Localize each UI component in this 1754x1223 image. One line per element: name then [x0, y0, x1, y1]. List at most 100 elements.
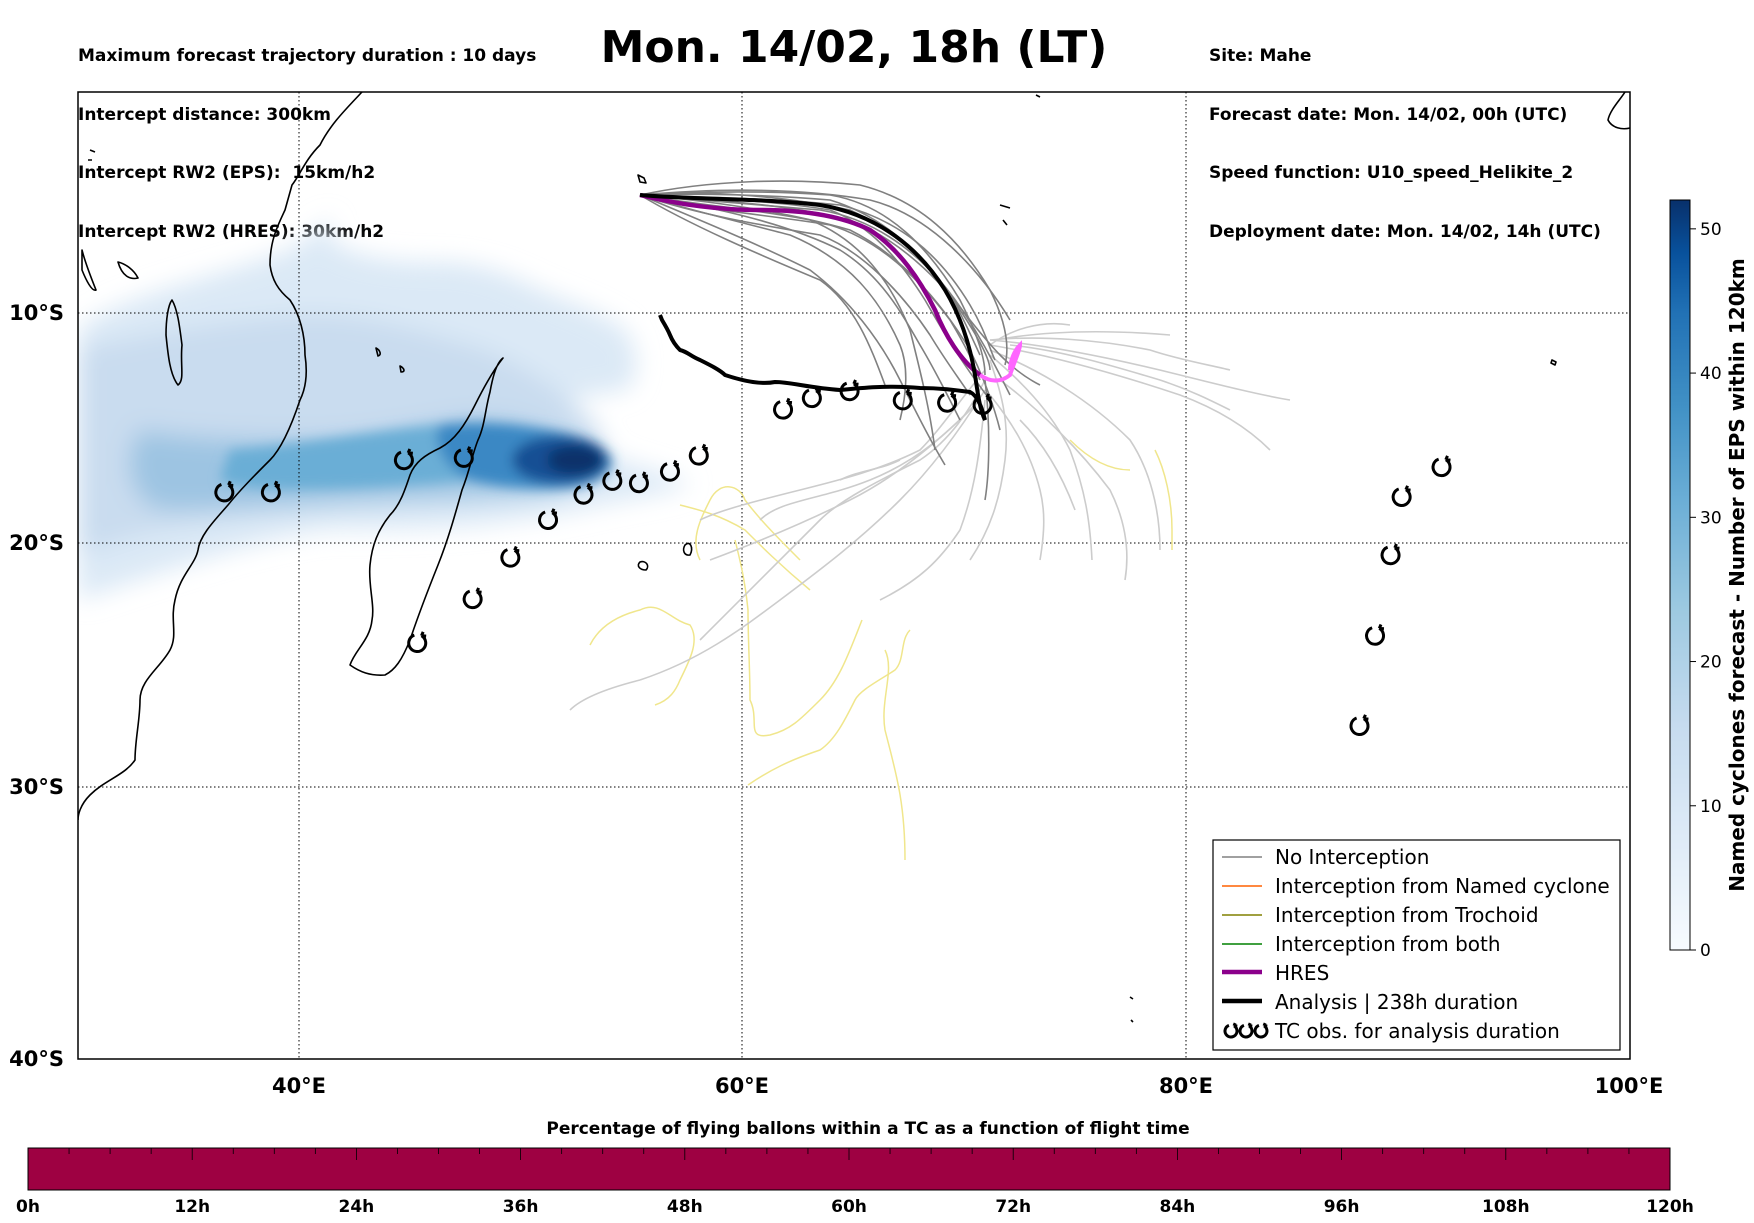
tc-observation-markers — [214, 379, 1452, 736]
tc-obs-marker — [260, 480, 281, 503]
tc-obs-marker — [1223, 1022, 1239, 1039]
lat-tick-label: 30°S — [9, 775, 64, 799]
colorbar-tick-label: 30 — [1700, 508, 1722, 528]
legend-label: Interception from Trochoid — [1275, 903, 1539, 927]
flight-time-tick-label: 120h — [1646, 1197, 1694, 1217]
tc-obs-marker — [937, 390, 958, 413]
tc-obs-marker — [1253, 1022, 1269, 1039]
site-parameters: Site: Mahe Forecast date: Mon. 14/02, 00… — [1209, 8, 1601, 262]
cyclone-density-field — [78, 215, 690, 600]
analysis-track — [639, 193, 987, 421]
seychelles — [637, 174, 647, 184]
tc-obs-marker — [1349, 714, 1370, 736]
legend-label: Interception from both — [1275, 932, 1501, 956]
tc-obs-marker — [972, 393, 993, 415]
flight-time-tick-label: 108h — [1482, 1197, 1530, 1217]
flight-time-bar: Percentage of flying ballons within a TC… — [16, 1119, 1694, 1217]
ensemble-trajectories — [639, 180, 1041, 501]
colorbar-tick-label: 20 — [1700, 653, 1722, 673]
flight-time-tick-label: 84h — [1160, 1197, 1196, 1217]
christmas-island — [1550, 359, 1557, 366]
colorbar-tick-label: 10 — [1700, 797, 1722, 817]
lat-tick-label: 20°S — [9, 531, 64, 555]
colorbar-tick-label: 40 — [1700, 364, 1722, 384]
density-colorbar: 0 10 20 30 40 50 Named cyclones forecast - Nu… — [1669, 199, 1749, 961]
tc-obs-marker — [1391, 485, 1412, 507]
legend-label: Analysis | 238h duration — [1275, 990, 1518, 1014]
tc-obs-marker — [628, 471, 649, 494]
comoros — [375, 347, 405, 373]
colorbar-tick-label: 0 — [1700, 941, 1711, 961]
map-title: Mon. 14/02, 18h (LT) — [600, 22, 1108, 73]
tc-obs-marker — [407, 631, 428, 654]
flight-time-tick-label: 36h — [503, 1197, 539, 1217]
legend: No Interception Interception from Named … — [1212, 839, 1621, 1051]
forecast-parameters: Maximum forecast trajectory duration : 1… — [78, 8, 536, 262]
tc-obs-marker — [453, 446, 474, 468]
trochoid-tracks — [589, 439, 1173, 861]
hres-track — [639, 192, 982, 377]
info-line: Site: Mahe — [1209, 46, 1312, 66]
tc-obs-marker — [773, 397, 794, 420]
tc-obs-marker — [602, 469, 623, 491]
tc-obs-marker — [214, 480, 235, 503]
legend-label: Interception from Named cyclone — [1275, 874, 1610, 898]
info-line: Speed function: U10_speed_Helikite_2 — [1209, 163, 1574, 183]
legend-tc-symbols — [1223, 1022, 1269, 1039]
reunion — [637, 560, 649, 571]
info-line: Forecast date: Mon. 14/02, 00h (UTC) — [1209, 104, 1568, 125]
map-content — [78, 92, 1630, 1059]
flight-time-tick-label: 24h — [339, 1197, 375, 1217]
mascarene-isles — [999, 94, 1041, 226]
flight-time-tick-label: 60h — [831, 1197, 867, 1217]
lon-tick-label: 80°E — [1159, 1074, 1213, 1098]
lake-victoria — [117, 261, 139, 280]
flight-time-tick-label: 12h — [174, 1197, 210, 1217]
tc-obs-marker — [892, 388, 913, 411]
info-line: Intercept RW2 (EPS): 15km/h2 — [78, 163, 376, 183]
late-trajectories — [569, 322, 1291, 711]
flight-time-tick-label: 96h — [1324, 1197, 1360, 1217]
tc-obs-marker — [462, 587, 483, 610]
map-frame — [77, 91, 1631, 1060]
tc-obs-marker — [393, 448, 414, 471]
lat-tick-label: 10°S — [9, 301, 64, 325]
tc-obs-marker — [688, 443, 709, 466]
lat-tick-label: 40°S — [9, 1047, 64, 1071]
colorbar-ticks: 0 10 20 30 40 50 — [1690, 220, 1722, 961]
flight-time-bar-title: Percentage of flying ballons within a TC… — [546, 1119, 1189, 1139]
tc-obs-marker — [1431, 455, 1452, 478]
flight-time-tick-label: 72h — [995, 1197, 1031, 1217]
tc-obs-marker — [538, 508, 558, 530]
somali-coast-islands — [88, 149, 96, 161]
colorbar-gradient — [1669, 199, 1691, 951]
flight-time-tick-label: 0h — [16, 1197, 40, 1217]
colorbar-label: Named cyclones forecast - Number of EPS … — [1725, 258, 1749, 892]
tc-obs-marker — [1380, 543, 1401, 566]
axis-labels: 40°E 60°E 80°E 100°E 10°S 20°S 30°S 40°S — [9, 301, 1663, 1098]
tc-obs-marker — [660, 459, 680, 482]
lon-tick-label: 60°E — [715, 1074, 769, 1098]
tc-obs-marker — [801, 386, 822, 409]
lon-tick-label: 100°E — [1595, 1074, 1664, 1098]
lake-malawi — [165, 299, 183, 386]
colorbar-tick-label: 50 — [1700, 220, 1722, 240]
tc-obs-marker — [1365, 623, 1385, 646]
hres-track-late — [978, 340, 1023, 383]
cyclone-density-core — [220, 422, 612, 490]
flight-time-tick-label: 48h — [667, 1197, 703, 1217]
tc-obs-marker — [573, 482, 594, 505]
info-line: Intercept distance: 300km — [78, 104, 331, 125]
tc-obs-marker — [1238, 1022, 1254, 1039]
legend-label: HRES — [1275, 961, 1329, 985]
tc-obs-marker — [839, 379, 860, 402]
info-line: Deployment date: Mon. 14/02, 14h (UTC) — [1209, 221, 1601, 242]
legend-label: TC obs. for analysis duration — [1274, 1019, 1560, 1043]
lon-tick-label: 40°E — [272, 1074, 326, 1098]
africa-coastline — [78, 92, 363, 821]
tc-obs-marker — [500, 545, 521, 568]
heard-island — [1129, 996, 1134, 1023]
mauritius — [682, 542, 693, 556]
lake-tanganyika — [81, 249, 97, 291]
